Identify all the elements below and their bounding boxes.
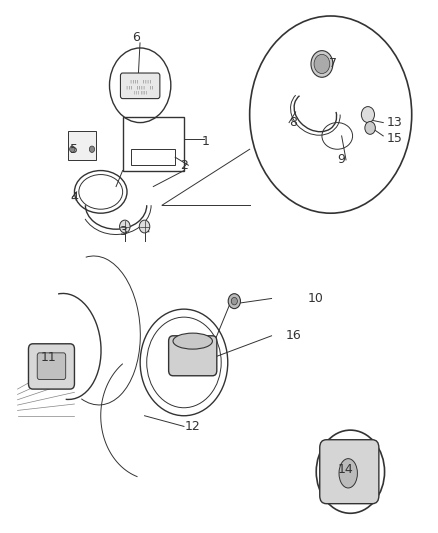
Circle shape [365, 122, 375, 134]
FancyBboxPatch shape [320, 440, 379, 504]
Circle shape [89, 146, 95, 152]
FancyBboxPatch shape [37, 353, 66, 379]
Circle shape [361, 107, 374, 123]
Text: 13: 13 [386, 116, 402, 129]
Circle shape [139, 220, 150, 233]
Text: 12: 12 [185, 420, 201, 433]
Text: ||||  ||||: |||| |||| [130, 79, 151, 84]
Text: 9: 9 [338, 154, 346, 166]
Text: 5: 5 [71, 143, 78, 156]
Text: 10: 10 [307, 292, 323, 305]
Text: 6: 6 [132, 31, 140, 44]
Text: |||  ||||  ||: ||| |||| || [126, 86, 154, 90]
Text: 15: 15 [386, 132, 402, 145]
FancyBboxPatch shape [68, 131, 96, 160]
FancyBboxPatch shape [169, 336, 217, 376]
FancyBboxPatch shape [120, 73, 160, 99]
Circle shape [120, 220, 130, 233]
Circle shape [231, 297, 237, 305]
Circle shape [70, 146, 75, 152]
Ellipse shape [173, 333, 212, 349]
Text: 2: 2 [180, 159, 188, 172]
Text: 8: 8 [290, 116, 297, 129]
Circle shape [314, 54, 330, 74]
Text: ||| ||||: ||| |||| [134, 90, 147, 94]
Circle shape [311, 51, 333, 77]
Text: 3: 3 [119, 225, 127, 238]
Ellipse shape [339, 458, 357, 488]
Text: 16: 16 [286, 329, 301, 342]
FancyBboxPatch shape [28, 344, 74, 389]
Text: 1: 1 [202, 135, 210, 148]
Text: 4: 4 [71, 191, 78, 204]
Text: 7: 7 [329, 58, 337, 70]
Text: 11: 11 [40, 351, 56, 364]
Circle shape [228, 294, 240, 309]
Text: 14: 14 [338, 463, 354, 475]
